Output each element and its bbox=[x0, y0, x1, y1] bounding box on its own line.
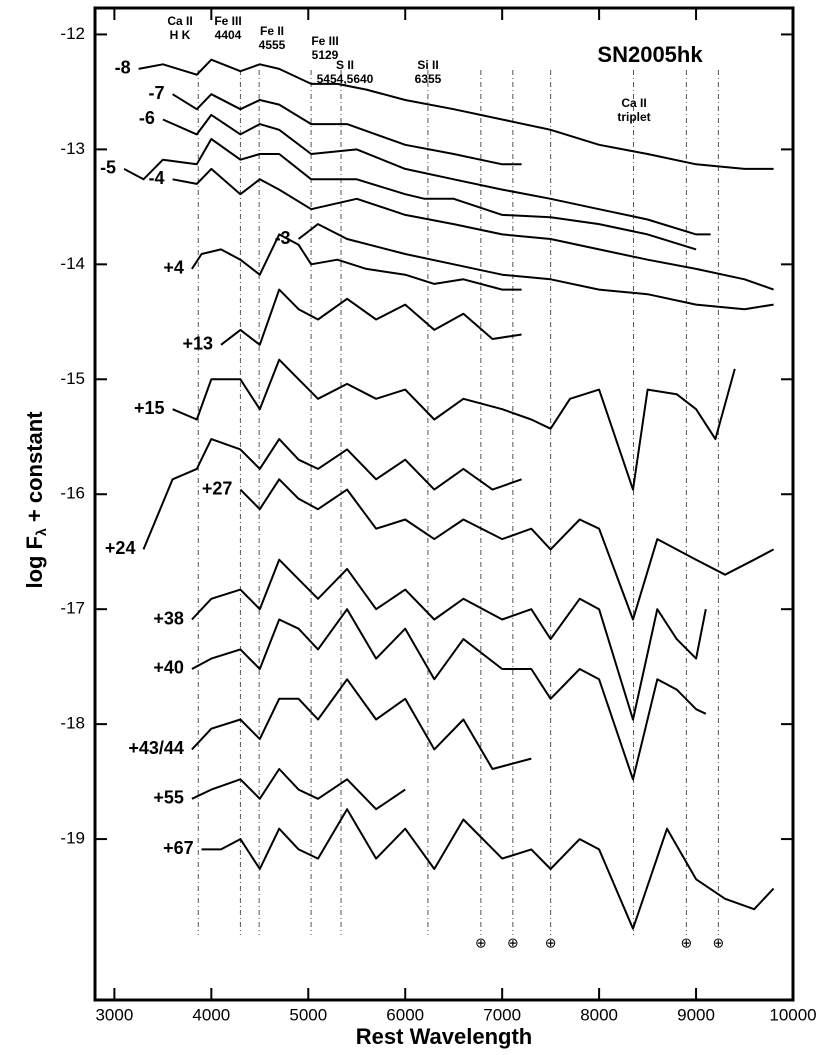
y-label-rest: + constant bbox=[22, 411, 47, 528]
epoch-label: +15 bbox=[134, 398, 165, 418]
epoch-label: +55 bbox=[153, 788, 184, 808]
line-id: triplet bbox=[617, 110, 650, 124]
y-tick-label: -18 bbox=[60, 714, 85, 733]
epoch-label: -6 bbox=[139, 108, 155, 128]
x-axis-label: Rest Wavelength bbox=[356, 1024, 532, 1049]
telluric-marker: ⊕ bbox=[712, 935, 724, 951]
x-tick-label: 10000 bbox=[769, 1005, 816, 1024]
y-tick-label: -15 bbox=[60, 369, 85, 388]
spectrum bbox=[191, 233, 522, 291]
spectrum bbox=[297, 223, 774, 311]
chart-title: SN2005hk bbox=[597, 42, 703, 67]
x-tick-label: 4000 bbox=[192, 1005, 230, 1024]
plot-frame bbox=[93, 6, 795, 1002]
spectrum bbox=[138, 58, 774, 170]
telluric-marker: ⊕ bbox=[475, 935, 487, 951]
spectrum bbox=[239, 478, 775, 621]
line-id: 5129 bbox=[312, 48, 339, 62]
y-tick-label: -12 bbox=[60, 24, 85, 43]
telluric-marker: ⊕ bbox=[680, 935, 692, 951]
y-tick-label: -16 bbox=[60, 484, 85, 503]
line-id: 6355 bbox=[415, 72, 442, 86]
x-tick-label: 9000 bbox=[677, 1005, 715, 1024]
x-tick-label: 3000 bbox=[95, 1005, 133, 1024]
epoch-label: +43/44 bbox=[128, 738, 184, 758]
line-id: 4404 bbox=[215, 28, 242, 42]
y-tick-label: -17 bbox=[60, 599, 85, 618]
line-id: Ca II bbox=[621, 96, 646, 110]
line-id: Ca II bbox=[167, 14, 192, 28]
epoch-label: -5 bbox=[100, 158, 116, 178]
spectrum bbox=[123, 138, 697, 251]
y-label-main: log F bbox=[22, 536, 47, 589]
y-tick-label: -14 bbox=[60, 254, 85, 273]
line-id: 5454,5640 bbox=[317, 72, 374, 86]
telluric-marker: ⊕ bbox=[507, 935, 519, 951]
epoch-label: -3 bbox=[275, 228, 291, 248]
line-id: 4555 bbox=[259, 38, 286, 52]
y-label-sub: λ bbox=[33, 528, 49, 536]
spectrum bbox=[201, 808, 775, 930]
spectrum bbox=[172, 358, 736, 491]
epoch-label: +27 bbox=[202, 478, 233, 498]
y-axis-label: log Fλ + constant bbox=[22, 411, 49, 589]
spectrum bbox=[191, 608, 707, 781]
spectrum bbox=[142, 438, 522, 550]
spectrum bbox=[172, 167, 774, 291]
epoch-label: +67 bbox=[163, 838, 194, 858]
line-id: Fe III bbox=[214, 14, 241, 28]
spectrum bbox=[191, 768, 406, 811]
y-tick-label: -19 bbox=[60, 829, 85, 848]
line-id: H K bbox=[170, 28, 191, 42]
spectrum bbox=[162, 113, 711, 236]
epoch-label: +40 bbox=[153, 658, 184, 678]
y-tick-label: -13 bbox=[60, 139, 85, 158]
epoch-label: +4 bbox=[163, 258, 184, 278]
line-id: S II bbox=[336, 58, 354, 72]
epoch-label: -7 bbox=[149, 83, 165, 103]
epoch-label: +13 bbox=[182, 334, 213, 354]
spectrum bbox=[191, 678, 532, 770]
x-tick-label: 7000 bbox=[483, 1005, 521, 1024]
line-id: Fe II bbox=[260, 24, 284, 38]
spectrum bbox=[172, 93, 522, 166]
epoch-label: -8 bbox=[115, 58, 131, 78]
x-tick-label: 6000 bbox=[386, 1005, 424, 1024]
line-id: Si II bbox=[417, 58, 438, 72]
telluric-marker: ⊕ bbox=[545, 935, 557, 951]
epoch-label: -4 bbox=[149, 168, 165, 188]
x-tick-label: 5000 bbox=[289, 1005, 327, 1024]
spectrum bbox=[191, 558, 707, 721]
x-tick-label: 8000 bbox=[580, 1005, 618, 1024]
line-id: Fe III bbox=[311, 34, 338, 48]
epoch-label: +38 bbox=[153, 608, 184, 628]
epoch-label: +24 bbox=[105, 538, 136, 558]
spectrum bbox=[220, 288, 522, 346]
